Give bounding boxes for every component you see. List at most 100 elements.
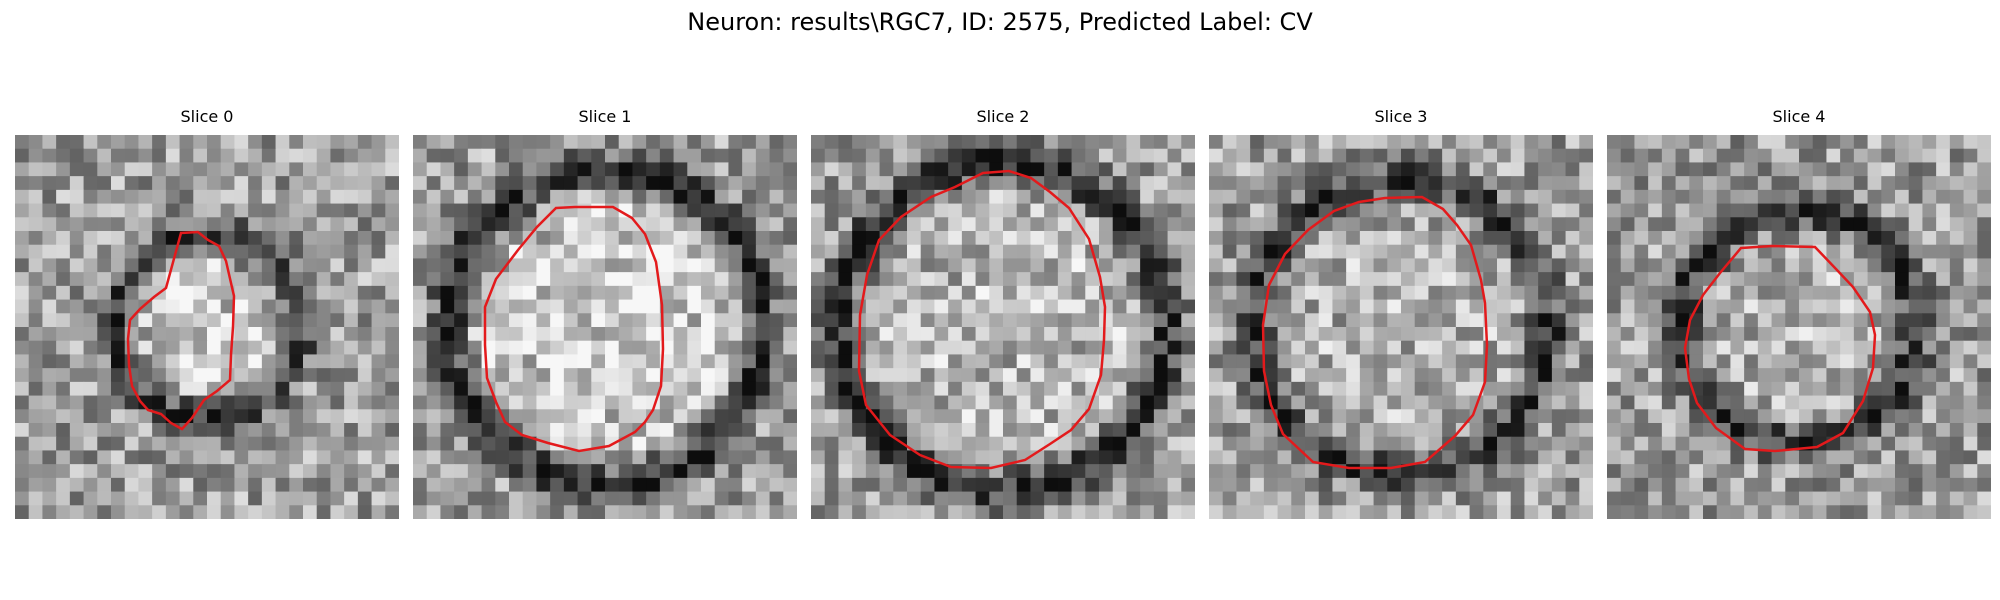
pixel-cell [673,423,688,438]
pixel-cell [1483,368,1498,383]
pixel-cell [1908,395,1924,410]
pixel-cell [605,148,620,164]
pixel-cell [15,368,30,383]
pixel-cell [467,477,483,493]
pixel-cell [1373,299,1388,314]
pixel-cell [1140,423,1155,438]
pixel-cell [769,436,784,452]
pixel-cell [207,258,222,273]
pixel-cell [646,450,661,465]
pixel-cell [1153,258,1169,273]
pixel-cell [852,505,867,519]
pixel-cell [1853,217,1869,232]
pixel-cell [207,135,222,150]
pixel-cell [1153,217,1169,232]
pixel-cell [550,176,565,191]
pixel-cell [1922,231,1937,246]
pixel-cell [1551,272,1567,287]
pixel-cell [783,395,797,410]
pixel-cell [1538,299,1553,314]
pixel-cell [426,231,442,246]
pixel-cell [961,340,977,356]
pixel-cell [1346,505,1361,519]
pixel-cell [1318,395,1334,410]
pixel-cell [1044,395,1059,410]
pixel-cell [207,313,222,328]
pixel-cell [975,436,990,452]
pixel-cell [330,395,345,410]
pixel-cell [111,217,126,232]
pixel-cell [1140,381,1155,397]
pixel-cell [316,162,332,177]
pixel-cell [961,381,977,397]
pixel-cell [907,189,922,205]
pixel-cell [907,477,922,493]
pixel-cell [1250,436,1265,452]
pixel-cell [1181,477,1195,493]
pixel-cell [97,272,112,287]
pixel-cell [1222,395,1238,410]
pixel-cell [1689,135,1704,150]
pixel-cell [440,395,455,410]
pixel-cell [1867,409,1882,424]
pixel-cell [1757,189,1773,205]
pixel-cell [467,409,483,424]
pixel-cell [742,313,757,328]
pixel-cell [1703,148,1718,164]
pixel-cell [1716,272,1732,287]
pixel-cell [385,477,399,493]
pixel-cell [1044,162,1059,177]
pixel-cell [591,285,606,301]
pixel-cell [920,381,936,397]
pixel-cell [1853,203,1869,218]
pixel-cell [1401,368,1416,383]
pixel-cell [15,217,30,232]
pixel-cell [1949,436,1965,452]
pixel-cell [618,258,634,273]
pixel-cell [234,354,249,369]
pixel-cell [1689,189,1704,205]
pixel-cell [1936,135,1951,150]
pixel-cell [961,354,977,369]
pixel-cell [742,464,757,479]
pixel-cell [1085,272,1100,287]
pixel-cell [330,327,345,342]
pixel-cell [426,409,442,424]
pixel-cell [1634,162,1649,177]
pixel-cell [248,327,263,342]
pixel-cell [289,491,304,506]
pixel-cell [1703,395,1718,410]
pixel-cell [1442,423,1457,438]
pixel-cell [1140,285,1155,301]
pixel-cell [1428,189,1443,205]
pixel-cell [961,217,977,232]
pixel-cell [1826,313,1841,328]
pixel-cell [289,464,304,479]
pixel-cell [1716,327,1732,342]
pixel-grid-0 [15,135,399,519]
pixel-cell [289,450,304,465]
pixel-cell [1071,409,1086,424]
pixel-cell [1634,505,1649,519]
pixel-cell [1744,368,1759,383]
pixel-cell [413,217,428,232]
pixel-cell [207,436,222,452]
pixel-cell [838,299,853,314]
pixel-cell [28,327,44,342]
pixel-cell [783,203,797,218]
pixel-cell [1497,354,1512,369]
pixel-cell [495,423,510,438]
pixel-cell [275,423,290,438]
pixel-cell [138,395,153,410]
pixel-cell [1730,354,1745,369]
pixel-cell [1071,258,1086,273]
pixel-cell [509,162,524,177]
pixel-cell [1757,505,1773,519]
pixel-cell [659,477,675,493]
pixel-cell [522,436,538,452]
pixel-cell [248,148,263,164]
pixel-cell [687,368,702,383]
pixel-cell [536,327,551,342]
pixel-cell [701,135,716,150]
pixel-cell [1812,258,1828,273]
